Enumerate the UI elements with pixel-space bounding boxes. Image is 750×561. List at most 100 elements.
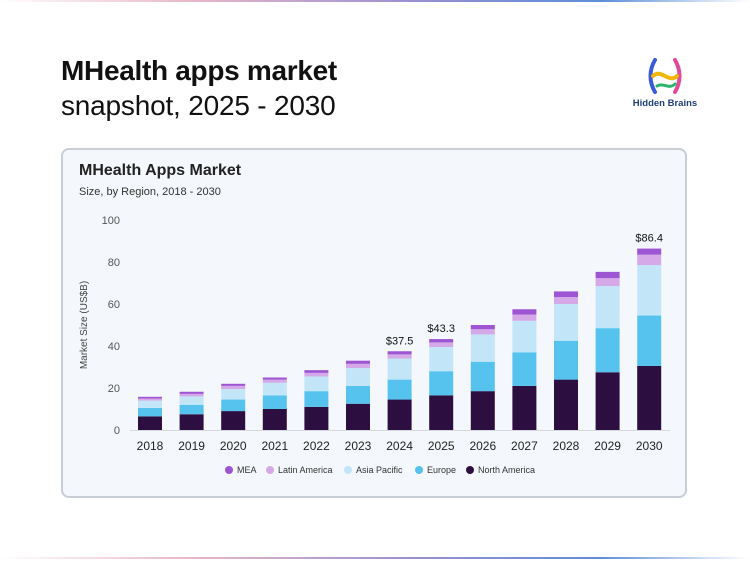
bar-segment-asia-pacific-2018	[138, 400, 162, 408]
bar-segment-europe-2023	[346, 385, 370, 404]
x-axis: 2018 2019 2020 2021 2022 2023 2024 2025 2026 2027…	[137, 439, 663, 453]
y-tick-label: 60	[108, 299, 120, 311]
value-annotations: $37.5 $43.3 $86.4	[386, 233, 663, 348]
page-subtitle: snapshot, 2025 - 2030	[61, 90, 336, 121]
bar-segment-europe-2028	[554, 340, 578, 380]
bar-segment-north-america-2021	[262, 409, 287, 430]
bar-segment-europe-2020	[221, 399, 246, 412]
legend-marker-asia-pacific	[344, 466, 352, 474]
bar-segment-asia-pacific-2019	[179, 396, 204, 405]
bar-segment-asia-pacific-2024	[387, 358, 412, 380]
x-tick-label: 2029	[594, 439, 621, 453]
bar-segment-latin-america-2024	[387, 354, 412, 359]
bar-segment-europe-2027	[512, 352, 537, 386]
legend-marker-latin-america	[266, 466, 274, 474]
bar-segment-latin-america-2019	[179, 393, 204, 397]
legend-marker-europe	[415, 466, 423, 474]
bar-segment-north-america-2019	[179, 414, 204, 430]
bar-segment-mea-2030	[637, 248, 662, 255]
legend-entry-north-america: North America	[478, 465, 535, 475]
bar-segment-europe-2024	[387, 379, 412, 400]
chart-title: MHealth Apps Market	[79, 162, 242, 179]
bar-segment-latin-america-2026	[470, 329, 495, 335]
bar-segment-north-america-2027	[512, 385, 537, 430]
x-tick-label: 2018	[137, 439, 164, 453]
bar-segment-asia-pacific-2025	[429, 347, 454, 372]
hidden-brains-logo: Hidden Brains	[620, 56, 710, 112]
bar-segment-latin-america-2023	[346, 363, 370, 369]
bar-segment-north-america-2025	[429, 395, 454, 430]
bar-segment-latin-america-2029	[595, 278, 620, 287]
logo-text: Hidden Brains	[632, 98, 698, 109]
bar-segment-north-america-2028	[554, 379, 578, 430]
bar-segment-europe-2021	[262, 395, 287, 409]
x-tick-label: 2024	[386, 439, 413, 453]
bar-segment-latin-america-2021	[262, 379, 287, 383]
legend-marker-mea	[225, 466, 233, 474]
x-tick-label: 2025	[428, 439, 455, 453]
y-tick-label: 80	[108, 257, 120, 269]
bar-segment-mea-2023	[346, 360, 370, 364]
bar-segment-asia-pacific-2028	[554, 304, 578, 341]
bar-segment-mea-2024	[387, 351, 412, 355]
bar-segment-mea-2018	[138, 396, 162, 399]
bar-segment-asia-pacific-2030	[637, 265, 662, 316]
legend-marker-north-america	[466, 466, 474, 474]
bar-segment-mea-2021	[262, 377, 287, 380]
bar-segment-north-america-2023	[346, 403, 370, 430]
bar-segment-mea-2019	[179, 391, 204, 394]
chart-card	[61, 148, 687, 498]
x-tick-label: 2019	[178, 439, 205, 453]
y-tick-label: 100	[102, 215, 120, 227]
bar-segment-asia-pacific-2021	[262, 382, 287, 396]
bar-segment-mea-2028	[554, 291, 578, 298]
bar-segment-mea-2029	[595, 271, 620, 279]
legend-entry-asia-pacific: Asia Pacific	[356, 465, 403, 475]
bar-segment-mea-2020	[221, 383, 246, 386]
bar-segment-mea-2027	[512, 309, 537, 315]
x-tick-label: 2030	[636, 439, 663, 453]
y-axis: 0 20 40 60 80 100	[102, 215, 670, 437]
x-tick-label: 2026	[469, 439, 496, 453]
x-tick-label: 2027	[511, 439, 538, 453]
page-title: MHealth apps market	[61, 55, 337, 86]
bar-segment-latin-america-2025	[429, 342, 454, 348]
bar-segment-mea-2026	[470, 325, 495, 330]
y-tick-label: 40	[108, 341, 120, 353]
bottom-gradient-line	[0, 557, 750, 559]
legend-entry-latin-america: Latin America	[278, 465, 333, 475]
bar-segment-latin-america-2030	[637, 254, 662, 266]
bar-segment-asia-pacific-2022	[304, 376, 329, 392]
chart-subtitle: Size, by Region, 2018 - 2030	[79, 186, 221, 198]
top-gradient-line	[0, 0, 750, 2]
bar-segment-latin-america-2020	[221, 385, 246, 390]
x-tick-label: 2020	[220, 439, 247, 453]
bar-segment-asia-pacific-2023	[346, 368, 370, 386]
bar-segment-north-america-2018	[138, 416, 162, 430]
bar-segment-north-america-2026	[470, 391, 495, 430]
x-tick-label: 2022	[303, 439, 330, 453]
bar-segment-latin-america-2022	[304, 372, 329, 377]
hidden-brains-logo-icon	[648, 58, 682, 94]
bar-segment-asia-pacific-2026	[470, 334, 495, 362]
y-tick-label: 0	[114, 425, 120, 437]
bar-segment-mea-2025	[429, 339, 454, 343]
x-tick-label: 2023	[345, 439, 372, 453]
bar-segment-latin-america-2028	[554, 297, 578, 304]
bar-segment-latin-america-2018	[138, 398, 162, 401]
bar-segment-europe-2026	[470, 361, 495, 392]
bar-segment-north-america-2030	[637, 365, 662, 430]
bar-segment-north-america-2022	[304, 406, 329, 430]
x-tick-label: 2028	[553, 439, 580, 453]
legend-entry-mea: MEA	[237, 465, 257, 475]
bar-segment-north-america-2020	[221, 411, 246, 430]
bar-segment-asia-pacific-2029	[595, 286, 620, 329]
bar-segment-europe-2022	[304, 391, 329, 407]
bar-segment-europe-2029	[595, 328, 620, 373]
bars	[138, 248, 662, 430]
data-label-2025: $43.3	[427, 323, 455, 335]
bar-segment-asia-pacific-2020	[221, 389, 246, 400]
x-tick-label: 2021	[261, 439, 288, 453]
bar-segment-asia-pacific-2027	[512, 320, 537, 353]
